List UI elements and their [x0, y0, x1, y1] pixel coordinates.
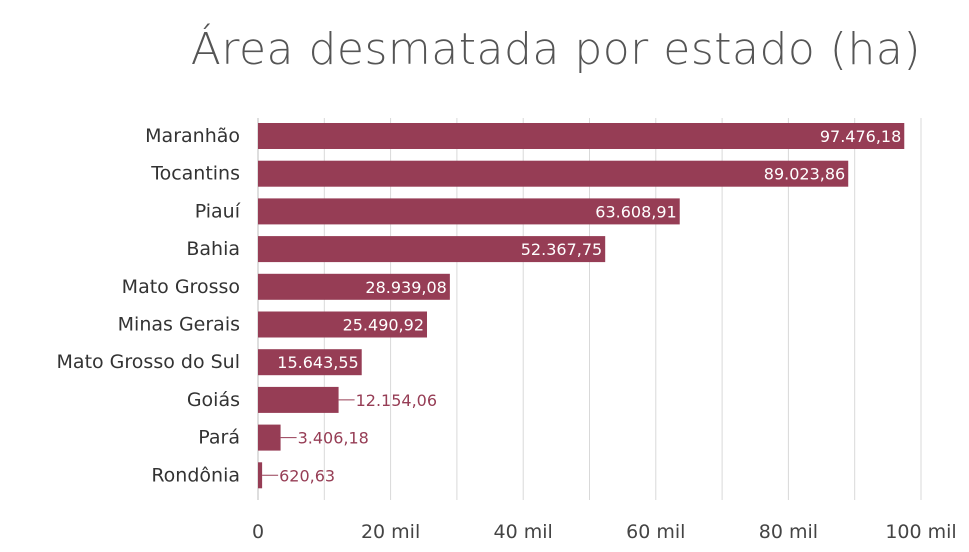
x-tick-label: 60 mil [626, 521, 685, 543]
category-label: Maranhão [145, 125, 240, 147]
data-label: 25.490,92 [343, 316, 424, 335]
bar [258, 123, 905, 149]
data-label: 97.476,18 [820, 127, 901, 146]
x-tick-label: 0 [252, 521, 264, 543]
data-label: 3.406,18 [298, 429, 369, 448]
data-label: 15.643,55 [277, 353, 358, 372]
data-label: 28.939,08 [365, 278, 446, 297]
category-label: Minas Gerais [118, 314, 240, 336]
category-label: Pará [198, 427, 240, 449]
data-label: 89.023,86 [764, 165, 845, 184]
category-label: Mato Grosso do Sul [57, 351, 240, 373]
bar [258, 236, 606, 263]
category-label: Tocantins [150, 163, 240, 185]
bar [258, 160, 849, 187]
bar [258, 311, 428, 338]
data-label: 52.367,75 [521, 240, 602, 259]
bar [258, 462, 263, 489]
x-tick-label: 100 mil [885, 521, 956, 543]
x-tick-label: 40 mil [494, 521, 553, 543]
data-label: 12.154,06 [356, 391, 437, 410]
x-tick-label: 20 mil [361, 521, 420, 543]
category-label: Rondônia [151, 464, 240, 486]
bar [258, 273, 450, 300]
category-label: Piauí [195, 200, 241, 222]
x-tick-label: 80 mil [759, 521, 818, 543]
category-label: Goiás [187, 389, 240, 411]
bar [258, 424, 281, 451]
data-label: 620,63 [279, 466, 335, 485]
bar [258, 386, 339, 413]
chart-title: Área desmatada por estado (ha) [190, 24, 921, 75]
category-label: Mato Grosso [122, 276, 240, 298]
data-label: 63.608,91 [595, 202, 676, 221]
category-label: Bahia [186, 238, 240, 260]
bar [258, 198, 680, 225]
bar [258, 349, 362, 376]
